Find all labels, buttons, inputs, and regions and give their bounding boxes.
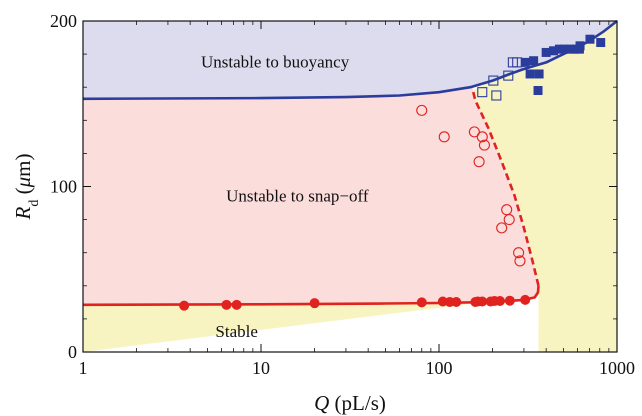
x-tick-label-3: 1000 bbox=[599, 358, 635, 378]
marker-open-circle-3 bbox=[476, 131, 488, 143]
x-axis-label: Q (pL/s) bbox=[314, 391, 386, 415]
y-axis-unit-open: ( bbox=[11, 187, 35, 199]
marker-open-circle-10 bbox=[514, 255, 526, 267]
ticks-layer: 1 10 100 1000 0 100 200 bbox=[50, 11, 635, 378]
curve-2 bbox=[471, 90, 540, 287]
marker-filled-circle-15 bbox=[520, 294, 531, 305]
y-axis-mu: μ bbox=[11, 177, 35, 189]
y-axis-label: Rd (μm) bbox=[11, 154, 42, 221]
marker-open-square-1 bbox=[488, 75, 499, 86]
marker-filled-square-0 bbox=[520, 57, 530, 67]
marker-filled-square-6 bbox=[549, 46, 559, 56]
region-stable-right bbox=[472, 21, 617, 352]
x-tick-label-0: 1 bbox=[79, 358, 88, 378]
marker-filled-circle-2 bbox=[231, 299, 242, 310]
x-tick-label-2: 100 bbox=[426, 358, 453, 378]
y-tick-label-0: 0 bbox=[68, 342, 77, 362]
marker-open-circle-1 bbox=[438, 131, 450, 143]
marker-filled-circle-3 bbox=[309, 298, 320, 309]
marker-filled-square-14 bbox=[596, 38, 606, 48]
marker-filled-square-8 bbox=[559, 44, 569, 54]
x-axis-unit: (pL/s) bbox=[329, 391, 386, 415]
marker-open-square-2 bbox=[491, 90, 502, 101]
region-buoyancy bbox=[83, 21, 617, 99]
marker-filled-circle-0 bbox=[179, 300, 190, 311]
x-axis-symbol: Q bbox=[314, 391, 329, 415]
y-axis-unit-close: m) bbox=[11, 154, 35, 177]
marker-filled-circle-4 bbox=[416, 297, 427, 308]
marker-open-square-3 bbox=[503, 70, 514, 81]
y-axis-symbol: R bbox=[11, 206, 35, 220]
region-label-2: Stable bbox=[215, 322, 258, 341]
marker-filled-square-10 bbox=[570, 44, 580, 54]
region-label-1: Unstable to snap−off bbox=[226, 186, 369, 205]
marker-filled-circle-14 bbox=[504, 295, 515, 306]
curve-0 bbox=[82, 19, 618, 101]
marker-open-square-0 bbox=[477, 87, 488, 98]
marker-filled-square-4 bbox=[533, 86, 543, 96]
marker-open-circle-4 bbox=[478, 139, 490, 151]
marker-filled-square-5 bbox=[541, 47, 551, 57]
marker-filled-circle-7 bbox=[451, 297, 462, 308]
region-labels-layer: Unstable to buoyancy Unstable to snap−off… bbox=[201, 52, 369, 341]
marker-open-circle-5 bbox=[473, 156, 485, 168]
marker-open-circle-7 bbox=[503, 214, 515, 226]
y-axis-subscript: d bbox=[27, 200, 42, 207]
marker-filled-square-12 bbox=[575, 41, 585, 51]
region-label-0: Unstable to buoyancy bbox=[201, 52, 350, 71]
marker-open-circle-0 bbox=[416, 104, 428, 116]
marker-open-circle-2 bbox=[468, 126, 480, 138]
marker-filled-circle-13 bbox=[494, 296, 505, 307]
y-tick-label-2: 200 bbox=[50, 11, 77, 31]
marker-filled-square-1 bbox=[525, 69, 535, 79]
marker-filled-circle-10 bbox=[477, 296, 488, 307]
marker-filled-square-9 bbox=[565, 44, 575, 54]
region-snap-off bbox=[83, 87, 539, 305]
marker-filled-circle-1 bbox=[221, 299, 232, 310]
marker-open-circle-8 bbox=[496, 222, 508, 234]
marker-filled-square-3 bbox=[534, 69, 544, 79]
marker-open-circle-9 bbox=[513, 247, 525, 259]
marker-filled-square-13 bbox=[585, 34, 595, 44]
markers-layer bbox=[179, 34, 606, 311]
marker-filled-square-2 bbox=[529, 56, 539, 66]
marker-filled-square-7 bbox=[554, 44, 564, 54]
x-tick-label-1: 10 bbox=[252, 358, 270, 378]
y-tick-label-1: 100 bbox=[50, 177, 77, 197]
